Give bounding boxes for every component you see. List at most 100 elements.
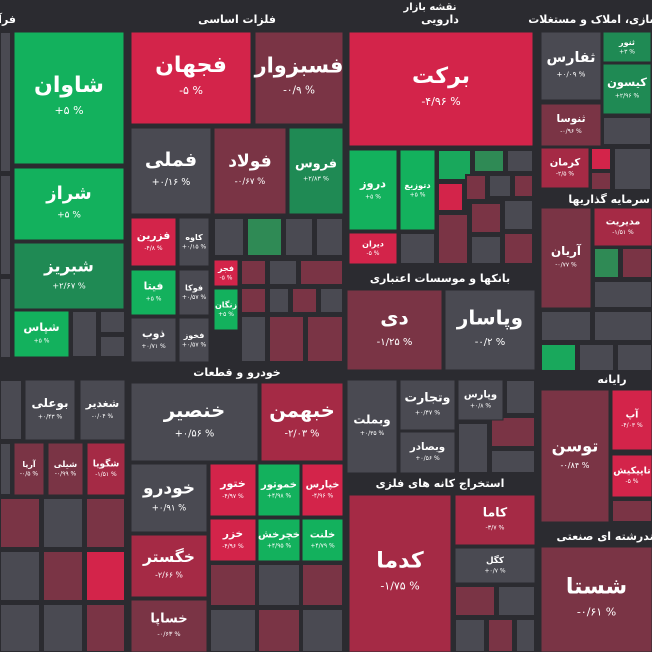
tile xyxy=(540,147,590,189)
tile-value: -۰/۲ % xyxy=(475,337,505,348)
tile xyxy=(130,127,212,215)
tile-unlabeled xyxy=(257,608,301,652)
chart-title: نقشه بازار xyxy=(402,2,456,13)
tile-name: فزرین xyxy=(137,229,170,242)
tile-name: آپ xyxy=(626,407,640,420)
tile-unlabeled xyxy=(399,232,436,265)
tile-unlabeled xyxy=(209,608,257,652)
tile-value: -۱/۵۱ % xyxy=(612,229,634,236)
tile-value: +۰/۷۱ % xyxy=(141,343,166,350)
tile-unlabeled xyxy=(42,550,84,602)
tile-name: کاما xyxy=(483,505,508,520)
tile xyxy=(348,494,452,652)
tile-unlabeled xyxy=(454,585,496,617)
tile xyxy=(47,442,84,496)
tile xyxy=(257,518,301,562)
tile-value: -۵ % xyxy=(626,478,639,485)
tile xyxy=(288,127,344,215)
tile-value: -۱/۷۵ % xyxy=(380,580,419,593)
tile-name: خموتور xyxy=(260,480,297,491)
tile-name: دتوزیع xyxy=(404,180,430,191)
group-title: سرمایه گذاریها xyxy=(568,193,650,206)
tile-value: +۴/۹۸ % xyxy=(267,493,292,500)
tile-name: فجهان xyxy=(155,53,227,78)
tile xyxy=(13,31,125,165)
tile-name: شیلی xyxy=(54,459,77,469)
tile-name: فسبزوار xyxy=(254,53,344,77)
tile-name: وتجارت xyxy=(405,390,451,405)
tile-value: +۰/۸ % xyxy=(470,403,491,410)
tile-unlabeled xyxy=(284,217,314,257)
tile xyxy=(399,431,456,474)
tile-value: -۰/۹ % xyxy=(283,85,315,97)
tile-unlabeled xyxy=(437,213,469,265)
tile-name: کاوه xyxy=(185,233,203,242)
tile-name: خساپا xyxy=(150,611,187,626)
tile-value: -۵ % xyxy=(367,250,380,257)
tile-name: فیتا xyxy=(144,280,164,293)
tile xyxy=(540,207,592,309)
group-title: فلزات اساسی xyxy=(198,13,276,26)
tile-name: زنگان xyxy=(215,300,237,310)
tile-value: -۰/۰۴ % xyxy=(92,413,114,420)
tile-unlabeled xyxy=(613,147,652,191)
tile-name: وپارس xyxy=(464,390,497,401)
tile-value: +۰/۵۶ % xyxy=(175,429,215,440)
tile xyxy=(209,518,257,562)
tile-unlabeled xyxy=(611,499,652,523)
group-title: رایانه xyxy=(597,373,626,386)
tile-name: بوعلی xyxy=(32,396,69,411)
tile-value: +۴/۹۵ % xyxy=(267,543,292,550)
tile-value: -۰/۷۷ % xyxy=(555,262,577,269)
tile-name: مدیریت xyxy=(606,216,641,227)
tile-unlabeled xyxy=(246,217,283,257)
tile xyxy=(86,442,126,496)
tile-unlabeled xyxy=(503,232,534,265)
tile-unlabeled xyxy=(0,603,41,652)
tile xyxy=(130,269,177,316)
tile-unlabeled xyxy=(593,247,620,279)
tile-name: ذوب xyxy=(142,327,165,340)
tile-unlabeled xyxy=(488,174,512,198)
tile-name: خبهمن xyxy=(269,399,335,422)
tile-value: -۵ % xyxy=(179,84,203,97)
tile xyxy=(79,379,126,441)
tile-name: شراز xyxy=(45,183,91,204)
tile-name: فولاد xyxy=(228,152,272,172)
tile-value: -۰/۹۹ % xyxy=(55,471,77,478)
tile xyxy=(178,269,210,316)
tile xyxy=(257,463,301,517)
tile xyxy=(130,534,208,598)
tile-unlabeled xyxy=(257,563,301,607)
tile xyxy=(178,217,210,267)
tile-name: وبصادر xyxy=(409,441,445,453)
tile-name: خنصیر xyxy=(163,399,225,422)
tile-unlabeled xyxy=(85,550,126,602)
tile-unlabeled xyxy=(621,247,652,279)
tile-name: خگستر xyxy=(142,547,195,566)
tile-value: -۰/۶۱ % xyxy=(577,606,616,619)
tile-value: -۰/۵ % xyxy=(20,470,39,477)
tile-value: -۴/۸ % xyxy=(144,245,163,252)
tile-name: توسن xyxy=(552,437,599,456)
tile-name: خودرو xyxy=(142,479,195,499)
tile-name: خچرخش xyxy=(258,530,300,541)
tile xyxy=(540,31,602,101)
tile-value: +۵ % xyxy=(365,193,381,200)
tile-name: فروس xyxy=(295,156,337,171)
tile-name: شبریز xyxy=(43,256,94,276)
tile xyxy=(611,454,652,498)
tile-unlabeled xyxy=(240,259,267,286)
tile xyxy=(444,289,536,371)
tile-value: +۵ % xyxy=(34,337,50,344)
tile-unlabeled xyxy=(99,335,126,358)
tile xyxy=(602,31,652,63)
tile-value: +۰/۵۶ % xyxy=(415,455,440,462)
tile-value: -۴/۹۷ % xyxy=(222,493,244,500)
tile xyxy=(209,463,257,517)
tile-unlabeled xyxy=(268,259,298,286)
tile-value: +۴/۷۹ % xyxy=(310,542,335,549)
tile-unlabeled xyxy=(240,287,267,314)
tile xyxy=(260,382,344,462)
